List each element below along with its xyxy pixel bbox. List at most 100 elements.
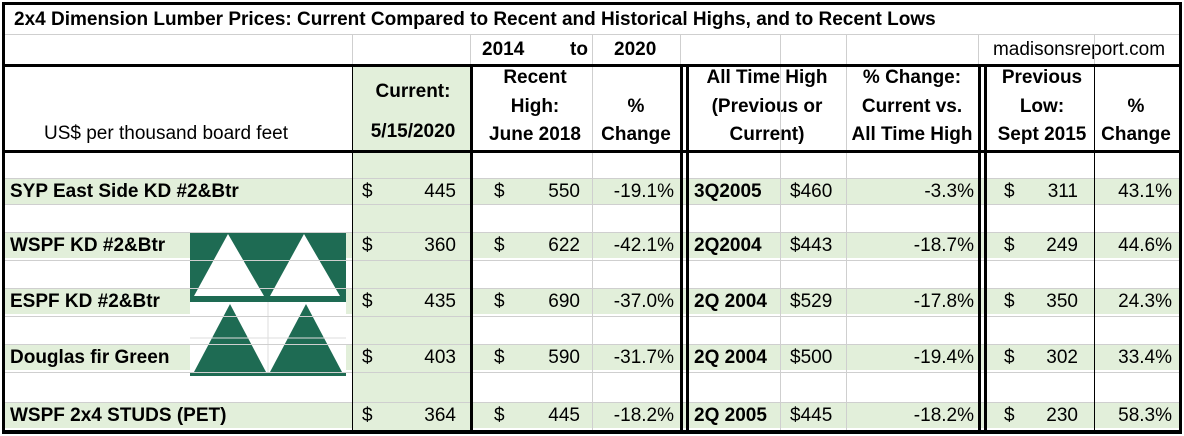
current-price: 360	[424, 235, 456, 256]
header-top-rule	[2, 64, 1182, 67]
hdr-pct-1: %	[627, 96, 645, 117]
row-name: WSPF 2x4 STUDS (PET)	[10, 405, 227, 426]
hdr-low-3: Sept 2015	[997, 124, 1087, 145]
currency-sign: $	[362, 235, 373, 256]
hdr-ath-1: All Time High	[706, 67, 828, 88]
previous-low-price: 350	[1046, 291, 1078, 312]
recent-high-price: 690	[548, 291, 580, 312]
pct-change-recent: -42.1%	[613, 235, 674, 256]
ath-price: $460	[790, 181, 833, 202]
hdr-vsath-2: Current vs.	[861, 96, 963, 117]
pct-change-recent: -37.0%	[613, 291, 674, 312]
previous-low-price: 311	[1047, 181, 1078, 202]
currency-sign: $	[362, 181, 373, 202]
recent-high-price: 622	[548, 235, 580, 256]
row-name: WSPF KD #2&Btr	[10, 235, 166, 256]
recent-high-price: 445	[548, 405, 580, 426]
previous-low-price: 249	[1046, 235, 1078, 256]
recent-high-price: 590	[548, 347, 580, 368]
hdr-recent-1: Recent	[503, 67, 567, 88]
hdr-recent-2: High:	[510, 96, 560, 117]
col-sep	[978, 64, 981, 432]
previous-low-price: 302	[1046, 347, 1078, 368]
pct-change-recent: -31.7%	[613, 347, 674, 368]
row-name: ESPF KD #2&Btr	[10, 291, 160, 312]
currency-sign: $	[362, 291, 373, 312]
currency-sign: $	[362, 347, 373, 368]
hdr-ath-2: (Previous or	[711, 96, 823, 117]
range-to: 2020	[614, 39, 657, 60]
hdr-vsath-3: All Time High	[851, 124, 973, 145]
grid-vline	[592, 34, 593, 432]
recent-high-price: 550	[548, 181, 580, 202]
range-to-word: to	[570, 39, 588, 60]
col-sep	[686, 64, 689, 432]
ath-price: $529	[790, 291, 833, 312]
ath-price: $443	[790, 235, 833, 256]
hdr-vsath-1: % Change:	[862, 67, 962, 88]
grid-vline	[846, 34, 847, 432]
pct-change-recent: -18.2%	[613, 405, 674, 426]
col-sep	[680, 64, 683, 432]
pct-change-low: 58.3%	[1118, 405, 1172, 426]
ath-date: 2Q 2004	[694, 291, 767, 312]
pct-change-low: 24.3%	[1118, 291, 1172, 312]
range-from: 2014	[482, 39, 525, 60]
ath-price: $445	[790, 405, 833, 426]
currency-sign: $	[494, 291, 505, 312]
currency-sign: $	[494, 347, 505, 368]
hdr-current-1: Current:	[375, 81, 451, 102]
col-sep	[984, 64, 987, 432]
pct-vs-ath: -17.8%	[913, 291, 974, 312]
table-title: 2x4 Dimension Lumber Prices: Current Com…	[14, 9, 936, 30]
grid-vline	[780, 34, 781, 432]
previous-low-price: 230	[1046, 405, 1078, 426]
ath-date: 3Q2005	[694, 181, 762, 202]
current-price: 364	[424, 405, 456, 426]
logo-triangles-icon	[190, 232, 346, 376]
col-sep-thin	[352, 64, 353, 432]
current-price: 445	[424, 181, 456, 202]
col-sep	[470, 64, 473, 432]
footer-rule	[2, 430, 1182, 432]
current-price: 403	[424, 347, 456, 368]
hdr-pct2-1: %	[1127, 96, 1145, 117]
pct-vs-ath: -3.3%	[924, 181, 974, 202]
source-label: madisonsreport.com	[992, 39, 1166, 60]
row-name: Douglas fir Green	[10, 347, 170, 368]
currency-sign: $	[1004, 235, 1015, 256]
ath-price: $500	[790, 347, 833, 368]
hdr-pct-2: Change	[601, 124, 671, 145]
pct-vs-ath: -19.4%	[913, 347, 974, 368]
pct-vs-ath: -18.7%	[913, 235, 974, 256]
currency-sign: $	[494, 405, 505, 426]
pct-change-recent: -19.1%	[613, 181, 674, 202]
hdr-recent-3: June 2018	[489, 124, 581, 145]
hdr-pct2-2: Change	[1101, 124, 1171, 145]
hdr-low-2: Low:	[1019, 96, 1065, 117]
header-bottom-rule	[2, 150, 1182, 153]
hdr-current-2: 5/15/2020	[370, 121, 456, 142]
ath-date: 2Q 2004	[694, 347, 767, 368]
ath-date: 2Q2004	[694, 235, 762, 256]
current-price: 435	[424, 291, 456, 312]
col-sep-thin	[1094, 64, 1095, 432]
ath-date: 2Q 2005	[694, 405, 767, 426]
currency-sign: $	[1004, 181, 1015, 202]
unit-label: US$ per thousand board feet	[44, 123, 289, 144]
currency-sign: $	[494, 235, 505, 256]
hdr-ath-3: Current)	[729, 124, 805, 145]
row-name: SYP East Side KD #2&Btr	[10, 181, 239, 202]
pct-vs-ath: -18.2%	[913, 405, 974, 426]
pct-change-low: 44.6%	[1118, 235, 1172, 256]
currency-sign: $	[362, 405, 373, 426]
hdr-low-1: Previous	[1001, 67, 1083, 88]
currency-sign: $	[1004, 347, 1015, 368]
currency-sign: $	[494, 181, 505, 202]
currency-sign: $	[1004, 291, 1015, 312]
pct-change-low: 33.4%	[1118, 347, 1172, 368]
currency-sign: $	[1004, 405, 1015, 426]
pct-change-low: 43.1%	[1118, 181, 1172, 202]
